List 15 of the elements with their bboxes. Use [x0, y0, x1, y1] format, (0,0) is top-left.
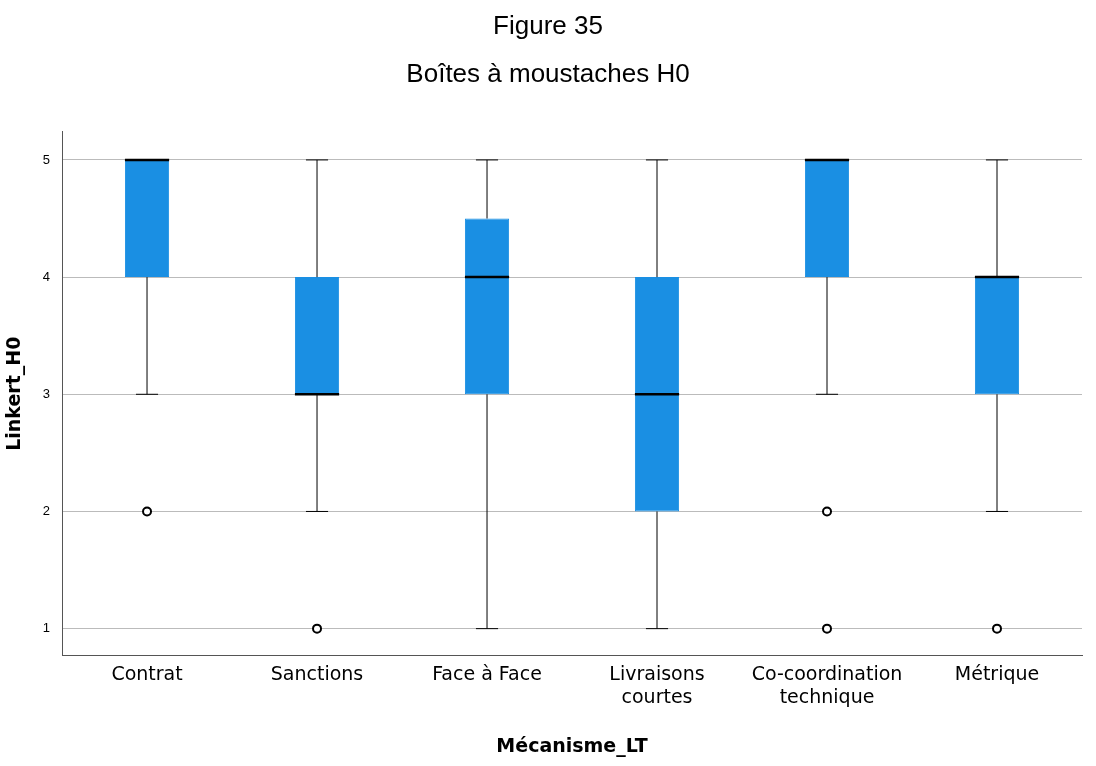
chart-title: Figure 35 [492, 10, 604, 41]
y-axis-title: Linkert_H0 [2, 336, 26, 451]
y-tick-label: 4 [42, 268, 51, 284]
y-tick-label: 1 [42, 620, 51, 636]
x-tick-label: Métrique [954, 661, 1040, 684]
x-tick-label: Sanctions [270, 661, 364, 684]
chart-subtitle: Boîtes à moustaches H0 [405, 58, 691, 89]
x-tick-label: Contrat [111, 661, 183, 684]
y-tick-label: 2 [42, 503, 51, 519]
x-tick-label: Livraisons courtes [609, 661, 705, 707]
y-tick-label: 3 [42, 385, 51, 401]
x-tick-label: Co-coordination technique [751, 661, 903, 707]
x-axis-title: Mécanisme_LT [496, 733, 648, 757]
x-tick-label: Face à Face [432, 661, 542, 684]
y-tick-label: 5 [42, 151, 51, 167]
